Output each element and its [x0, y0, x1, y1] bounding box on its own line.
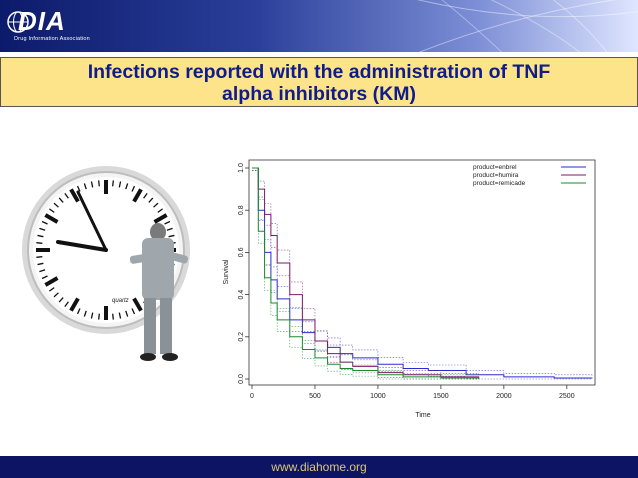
- clock-hour-tick: [44, 276, 59, 287]
- clock-brand-label: quartz: [112, 298, 129, 304]
- header-band: DIA Drug Information Association: [0, 0, 638, 52]
- clock-minute-tick: [143, 192, 148, 199]
- x-tick-label: 0: [250, 393, 254, 400]
- footer-url[interactable]: www.diahome.org: [271, 460, 367, 474]
- clock-minute-tick: [164, 220, 171, 225]
- legend-label-remicade: product=remicade: [473, 180, 526, 187]
- series-line-humira: [252, 167, 480, 379]
- clock-hour-tick: [44, 213, 59, 224]
- clock-minute-tick: [125, 310, 129, 317]
- clock-minute-tick: [41, 275, 48, 280]
- clock-minute-tick: [118, 312, 122, 319]
- clock-hour-tick: [132, 297, 143, 312]
- clock-hour-tick: [69, 188, 80, 203]
- clock-minute-tick: [148, 197, 154, 203]
- clock-minute-tick: [153, 202, 159, 208]
- clock-minute-tick: [90, 312, 94, 319]
- clock-minute-hand: [76, 190, 108, 252]
- clock-hour-tick: [153, 213, 168, 224]
- y-tick-label: 0.8: [238, 205, 245, 215]
- clock-minute-tick: [112, 180, 114, 187]
- header-globe-decoration: [416, 0, 638, 52]
- survival-chart-svg: 0 500 1000 1500 2000 2500 0.00.20.40.60.81.0 …: [223, 159, 596, 419]
- clock-minute-tick: [76, 185, 81, 192]
- clock-minute-tick: [90, 181, 94, 188]
- clock-minute-tick: [37, 234, 44, 238]
- clock-minute-tick: [131, 185, 136, 192]
- y-tick-label: 1.0: [238, 163, 245, 173]
- logo-wordmark: DIA: [18, 6, 66, 36]
- clock-minute-tick: [48, 208, 55, 213]
- clock-minute-tick: [37, 262, 44, 266]
- x-tick-label: 2500: [559, 393, 575, 400]
- series-ci-remicade: [252, 170, 479, 380]
- y-tick-label: 0.2: [238, 332, 245, 342]
- globe-icon: [7, 11, 29, 33]
- y-axis-label: Survival: [223, 259, 230, 284]
- x-axis-label: Time: [415, 412, 430, 419]
- clock-minute-tick: [39, 227, 46, 231]
- clock-minute-tick: [76, 308, 81, 315]
- survival-chart: 0 500 1000 1500 2000 2500 0.0 0.2 0.4 0.6 0.8 1.0 …: [216, 150, 606, 430]
- clock-minute-tick: [112, 313, 114, 320]
- clock-minute-tick: [36, 242, 43, 244]
- clock-hour-tick: [132, 188, 143, 203]
- clock-minute-tick: [64, 192, 69, 199]
- clock-minute-tick: [36, 256, 43, 258]
- clock-minute-tick: [53, 292, 59, 298]
- clock-minute-tick: [98, 180, 100, 187]
- logo-tagline: Drug Information Association: [14, 36, 90, 42]
- clock-minute-tick: [58, 297, 64, 303]
- clock-minute-tick: [168, 234, 175, 238]
- clock-minute-tick: [125, 183, 129, 190]
- clock-minute-tick: [53, 202, 59, 208]
- series-ci-humira: [252, 170, 479, 380]
- slide-title-line-1: Infections reported with the administrat…: [87, 61, 551, 83]
- x-tick-label: 1500: [433, 393, 449, 400]
- clock-minute-tick: [131, 308, 136, 315]
- footer-band: www.diahome.org: [0, 456, 638, 478]
- clock-minute-tick: [83, 310, 87, 317]
- series-ci-remicade: [252, 167, 479, 376]
- clock-minute-tick: [166, 227, 173, 231]
- clock-minute-tick: [64, 301, 69, 308]
- clock-minute-tick: [83, 183, 87, 190]
- clock-minute-tick: [58, 197, 64, 203]
- businessman-figure: [129, 223, 189, 361]
- dia-logo[interactable]: DIA Drug Information Association: [7, 6, 108, 48]
- x-tick-label: 2000: [496, 393, 512, 400]
- clock-minute-tick: [41, 220, 48, 225]
- series-line-remicade: [252, 167, 480, 379]
- clock-minute-tick: [157, 208, 164, 213]
- clock-hour-hand: [56, 240, 108, 252]
- clock-illustration: quartz: [18, 150, 218, 380]
- clock-minute-tick: [39, 269, 46, 273]
- slide-title: Infections reported with the administrat…: [1, 61, 637, 105]
- clock-ticks: [36, 180, 176, 320]
- clock-hour-tick: [69, 297, 80, 312]
- y-tick-label: 0.4: [238, 290, 245, 300]
- x-tick-label: 1000: [370, 393, 386, 400]
- clock-minute-tick: [118, 181, 122, 188]
- slide-title-line-2: alpha inhibitors (KM): [222, 83, 416, 105]
- plot-frame: [248, 159, 596, 386]
- title-box: Infections reported with the administrat…: [0, 57, 638, 107]
- legend-label-enbrel: product=enbrel: [473, 164, 517, 171]
- y-tick-label: 0.6: [238, 247, 245, 257]
- x-tick-label: 500: [309, 393, 321, 400]
- legend-label-humira: product=humira: [473, 172, 519, 179]
- clock-minute-tick: [98, 313, 100, 320]
- chart-legend: product=enbrelproduct=humiraproduct=remi…: [473, 164, 586, 187]
- y-tick-label: 0.0: [238, 374, 245, 384]
- clock-minute-tick: [48, 287, 55, 292]
